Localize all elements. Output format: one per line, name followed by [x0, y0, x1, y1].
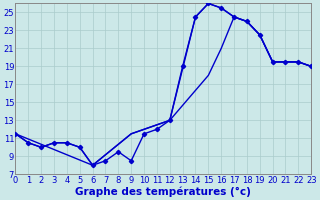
X-axis label: Graphe des températures (°c): Graphe des températures (°c) [76, 186, 251, 197]
